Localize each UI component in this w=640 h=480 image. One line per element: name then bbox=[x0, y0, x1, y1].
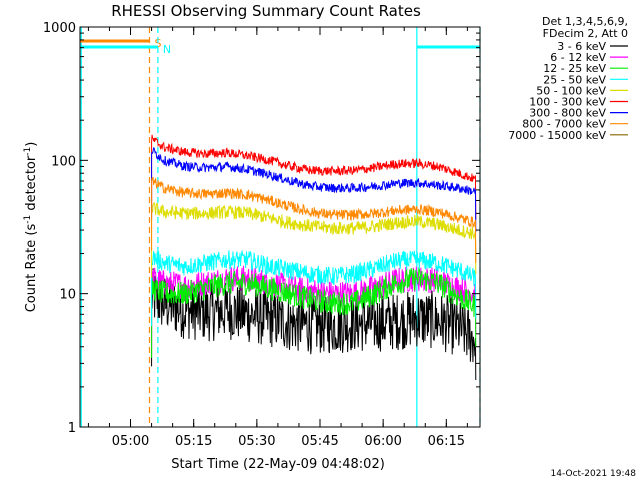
legend: Det 1,3,4,5,6,9,FDecim 2, Att 03 - 6 keV… bbox=[508, 15, 628, 142]
series-line-1 bbox=[151, 265, 477, 349]
series-line-2 bbox=[151, 266, 477, 358]
x-tick-label: 06:00 bbox=[364, 434, 401, 449]
legend-entry-label: 100 - 300 keV bbox=[529, 96, 606, 109]
x-tick-label: 06:15 bbox=[428, 434, 465, 449]
y-tick-label: 10 bbox=[59, 288, 76, 303]
x-tick-label: 05:30 bbox=[238, 434, 275, 449]
timestamp: 14-Oct-2021 19:48 bbox=[551, 469, 637, 479]
series-line-5 bbox=[151, 134, 477, 220]
series-line-3 bbox=[151, 250, 477, 327]
y-axis: 1 10 100 1000 bbox=[43, 21, 480, 436]
y-tick-label: 1 bbox=[68, 421, 76, 436]
flag-label: S bbox=[154, 37, 161, 50]
legend-entry-label: 300 - 800 keV bbox=[529, 107, 606, 120]
series-line-6 bbox=[151, 147, 477, 233]
flag-label: N bbox=[163, 43, 171, 56]
y-tick-label: 1000 bbox=[43, 21, 76, 36]
chart-title: RHESSI Observing Summary Count Rates bbox=[111, 2, 421, 20]
legend-entry-label: 7000 - 15000 keV bbox=[508, 129, 606, 142]
legend-entry-label: 50 - 100 keV bbox=[536, 84, 606, 97]
series-line-0 bbox=[151, 268, 477, 381]
legend-entry-label: 12 - 25 keV bbox=[543, 62, 606, 75]
legend-entry-label: 25 - 50 keV bbox=[543, 73, 606, 86]
legend-header: Det 1,3,4,5,6,9, bbox=[542, 15, 628, 28]
x-tick-label: 05:00 bbox=[112, 434, 149, 449]
legend-entry-label: 3 - 6 keV bbox=[557, 40, 606, 53]
x-tick-label: 05:15 bbox=[175, 434, 212, 449]
legend-header: FDecim 2, Att 0 bbox=[543, 27, 628, 40]
x-axis-label: Start Time (22-May-09 04:48:02) bbox=[171, 457, 385, 472]
x-axis: 05:00 05:15 05:30 05:45 06:00 06:15 bbox=[87, 27, 468, 449]
series-line-7 bbox=[151, 176, 477, 263]
legend-entry-label: 6 - 12 keV bbox=[550, 51, 606, 64]
y-tick-label: 100 bbox=[51, 154, 76, 169]
x-tick-label: 05:45 bbox=[301, 434, 338, 449]
plot-frame bbox=[79, 26, 481, 428]
legend-entry-label: 800 - 7000 keV bbox=[522, 118, 606, 131]
series-line-4 bbox=[151, 201, 477, 278]
y-axis-label: Count Rate (s-1 detector-1) bbox=[23, 142, 39, 313]
